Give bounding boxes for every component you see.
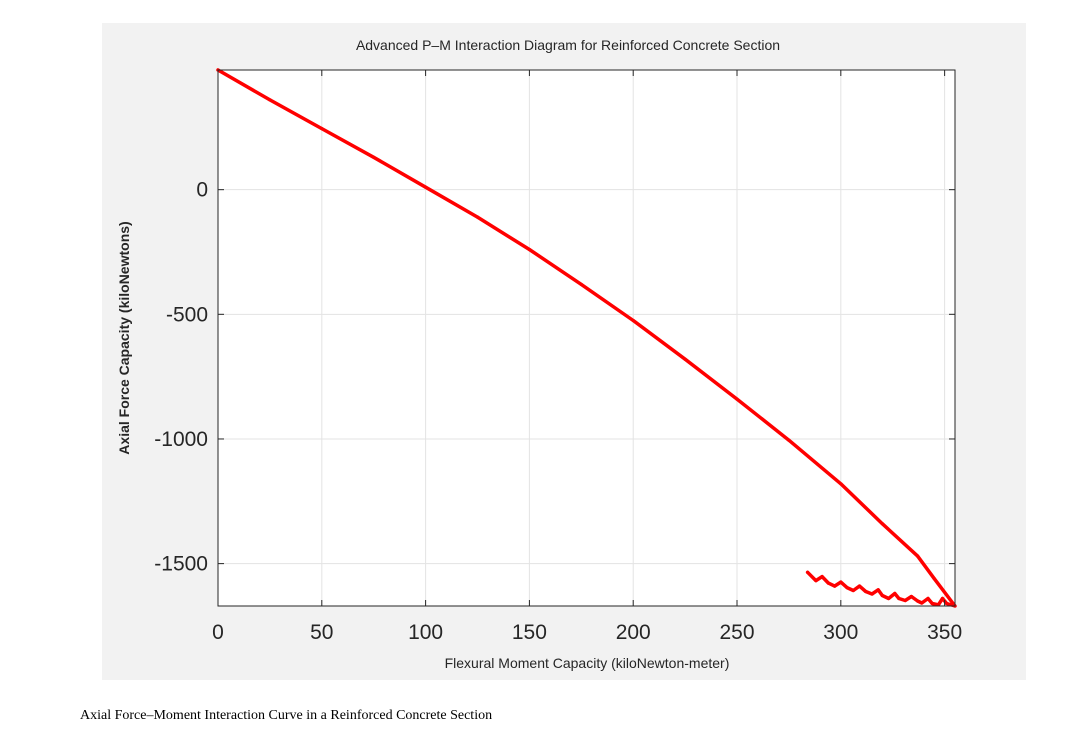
ticks: 0 50 100 150 200 250 300 350 -1500 -1000 -500 0 (154, 70, 962, 644)
curve-point (897, 596, 901, 601)
curve-point (527, 247, 531, 252)
plot-area (218, 70, 955, 606)
curve-point (870, 592, 874, 596)
curve-point (579, 282, 583, 286)
curve-point (880, 593, 884, 598)
curve-point (864, 589, 868, 594)
figure-caption: Axial Force–Moment Interaction Curve in … (80, 708, 493, 723)
curve-point (268, 98, 272, 102)
curve-point (932, 577, 936, 581)
curve-point (787, 438, 791, 442)
x-axis-label: Flexural Moment Capacity (kiloNewton-met… (445, 655, 730, 671)
curve-point (893, 591, 897, 596)
x-tick-label: 150 (512, 621, 547, 644)
chart: Advanced P–M Interaction Diagram for Rei… (116, 37, 962, 671)
curve-point (820, 575, 824, 579)
curve-point (920, 601, 924, 605)
x-tick-label: 250 (719, 621, 754, 644)
curve-point (916, 599, 920, 603)
figure-panel: Advanced P–M Interaction Diagram for Rei… (102, 23, 1026, 680)
curve-point (826, 581, 831, 585)
curve-point (320, 127, 324, 131)
curve-point (735, 397, 739, 401)
curve-point (857, 584, 862, 588)
curve-point (876, 588, 880, 592)
x-tick-label: 200 (616, 621, 651, 644)
curve-point (926, 596, 930, 601)
x-tick-label: 0 (212, 621, 224, 644)
curve-point (851, 588, 855, 593)
x-tick-label: 100 (408, 621, 443, 644)
curve-point (945, 601, 949, 606)
curve-point (839, 580, 843, 584)
curve-point (880, 522, 884, 526)
x-tick-label: 50 (310, 621, 333, 644)
curve-point (683, 357, 687, 361)
curve-point (940, 596, 945, 601)
curve-point (833, 584, 837, 588)
curve-point (930, 601, 934, 606)
curve-layer (216, 68, 957, 608)
curve-point (372, 155, 376, 159)
curve-point (916, 554, 920, 558)
x-tick-label: 350 (927, 621, 962, 644)
curve-point (806, 570, 810, 574)
grid (217, 70, 955, 606)
curve-point (631, 318, 635, 323)
x-tick-label: 300 (823, 621, 858, 644)
curve-point (839, 482, 843, 486)
curve-point (903, 598, 907, 603)
curve-point (475, 215, 480, 219)
y-tick-label: 0 (196, 179, 208, 202)
y-tick-label: -500 (166, 303, 208, 326)
curve-point (887, 596, 891, 601)
curve-point (814, 579, 818, 583)
curve-point (909, 594, 914, 599)
curve-point (424, 185, 428, 189)
y-tick-label: -1000 (154, 428, 208, 451)
chart-title: Advanced P–M Interaction Diagram for Rei… (356, 37, 780, 53)
plot-border (217, 69, 956, 607)
y-axis-label: Axial Force Capacity (kiloNewtons) (116, 221, 132, 454)
curve-point (845, 586, 849, 590)
y-tick-label: -1500 (154, 553, 208, 576)
